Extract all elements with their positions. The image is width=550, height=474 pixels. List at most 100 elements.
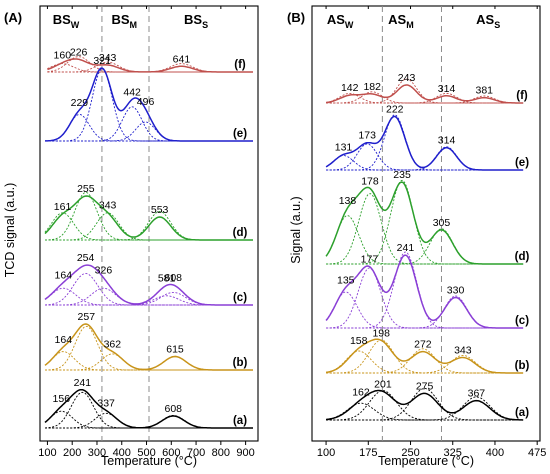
peak-label: 138	[339, 195, 357, 207]
series-envelope	[47, 58, 253, 73]
series-envelope	[44, 388, 253, 429]
peak-label: 362	[104, 338, 122, 350]
peak-label: 235	[393, 169, 411, 181]
region-label: ASS	[476, 12, 500, 30]
region-label: ASM	[388, 12, 414, 30]
series-label: (c)	[233, 292, 247, 304]
series-envelope	[44, 264, 253, 306]
x-tick-label: 100	[38, 447, 56, 459]
series-label: (b)	[233, 357, 248, 369]
plot-frame	[311, 5, 541, 442]
sub-peak-curve	[326, 350, 524, 374]
series-label: (f)	[234, 59, 246, 71]
sub-peak-curve	[326, 143, 524, 171]
region-label: ASW	[327, 12, 354, 30]
peak-label: 178	[361, 175, 379, 187]
peak-label: 254	[77, 252, 95, 264]
sub-peak-curve	[45, 114, 253, 142]
series-envelope	[326, 84, 524, 104]
sub-peak-curve	[47, 63, 253, 73]
sub-peak-curve	[326, 179, 524, 265]
peak-label: 158	[350, 335, 368, 347]
peak-label: 226	[70, 46, 88, 58]
peak-label: 229	[71, 97, 89, 109]
peak-label: 241	[397, 242, 415, 254]
peak-label: 164	[55, 269, 73, 281]
peak-label: 367	[468, 388, 486, 400]
peak-label: 201	[374, 378, 392, 390]
series-b: 164 257 362 615 (b)	[44, 311, 253, 371]
peak-label: 131	[335, 141, 353, 153]
peak-label: 314	[438, 83, 456, 95]
x-tick-label: 400	[113, 447, 131, 459]
series-d: 138 178 235 305 (d)	[325, 169, 530, 265]
series-envelope	[45, 67, 253, 142]
x-tick-label: 900	[236, 447, 254, 459]
series-envelope	[325, 115, 524, 171]
peak-label: 581	[158, 272, 176, 284]
series-d: 161 255 343 553 (d)	[44, 183, 253, 241]
peak-label: 135	[337, 274, 355, 286]
sub-peak-curve	[326, 390, 524, 421]
series-label: (d)	[515, 251, 530, 263]
peak-label: 641	[173, 53, 191, 65]
peak-label: 381	[476, 85, 494, 97]
x-tick-label: 200	[63, 447, 81, 459]
region-label: BSW	[53, 12, 80, 30]
series-envelope	[44, 195, 253, 241]
series-envelope	[326, 389, 524, 421]
peak-label: 553	[151, 204, 169, 216]
series-e: 131 173 222 314 (e)	[325, 103, 529, 171]
peak-label: 241	[74, 377, 92, 389]
x-tick-label: 250	[401, 447, 419, 459]
panel-b: ASW ASM ASS 100 175 250 325 400 475 Temperature (…	[287, 5, 546, 468]
peak-label: 272	[414, 339, 432, 351]
peak-label: 321	[93, 55, 111, 67]
sub-peak-curve	[325, 215, 524, 265]
peak-label: 305	[433, 217, 451, 229]
peak-label: 164	[55, 334, 73, 346]
series-label: (e)	[233, 128, 247, 140]
x-tick-label: 475	[528, 447, 546, 459]
peak-label: 243	[398, 72, 416, 84]
peak-label: 275	[416, 380, 434, 392]
sub-peak-curve	[326, 295, 524, 329]
sub-peak-curve	[45, 353, 253, 371]
peak-label: 255	[77, 183, 95, 195]
x-tick-label: 175	[359, 447, 377, 459]
sub-peak-curve	[44, 391, 253, 429]
series-label: (c)	[515, 315, 529, 327]
x-tick-label: 500	[137, 447, 155, 459]
panel-label: (A)	[4, 10, 22, 25]
series-a: 162 201 275 367 (a)	[326, 378, 529, 421]
peak-label: 222	[386, 103, 404, 115]
x-tick-label: 100	[317, 447, 335, 459]
peak-label: 156	[53, 393, 71, 405]
series-envelope	[325, 181, 524, 265]
x-axis-label: Temperature (°C)	[101, 454, 197, 468]
sub-peak-curve	[45, 295, 253, 306]
sub-peak-curve	[325, 291, 524, 329]
sub-peak-curve	[326, 396, 524, 421]
sub-peak-curve	[326, 402, 524, 421]
peak-label: 162	[352, 386, 370, 398]
region-label: BSS	[184, 12, 208, 30]
x-tick-label: 700	[187, 447, 205, 459]
series-c: 135 177 241 330 (c)	[325, 242, 529, 329]
series-f: 142 182 243 314 381 (f)	[326, 72, 528, 104]
y-axis-label: Signal (a.u.)	[289, 196, 303, 263]
series-label: (e)	[515, 157, 529, 169]
peak-label: 343	[454, 344, 472, 356]
x-tick-label: 800	[212, 447, 230, 459]
peak-label: 142	[341, 82, 359, 94]
peak-label: 160	[54, 50, 72, 62]
peak-label: 177	[361, 254, 379, 266]
sub-peak-curve	[325, 155, 524, 171]
peak-label: 161	[54, 201, 72, 213]
peak-label: 615	[166, 343, 184, 355]
sub-peak-curve	[326, 354, 524, 374]
